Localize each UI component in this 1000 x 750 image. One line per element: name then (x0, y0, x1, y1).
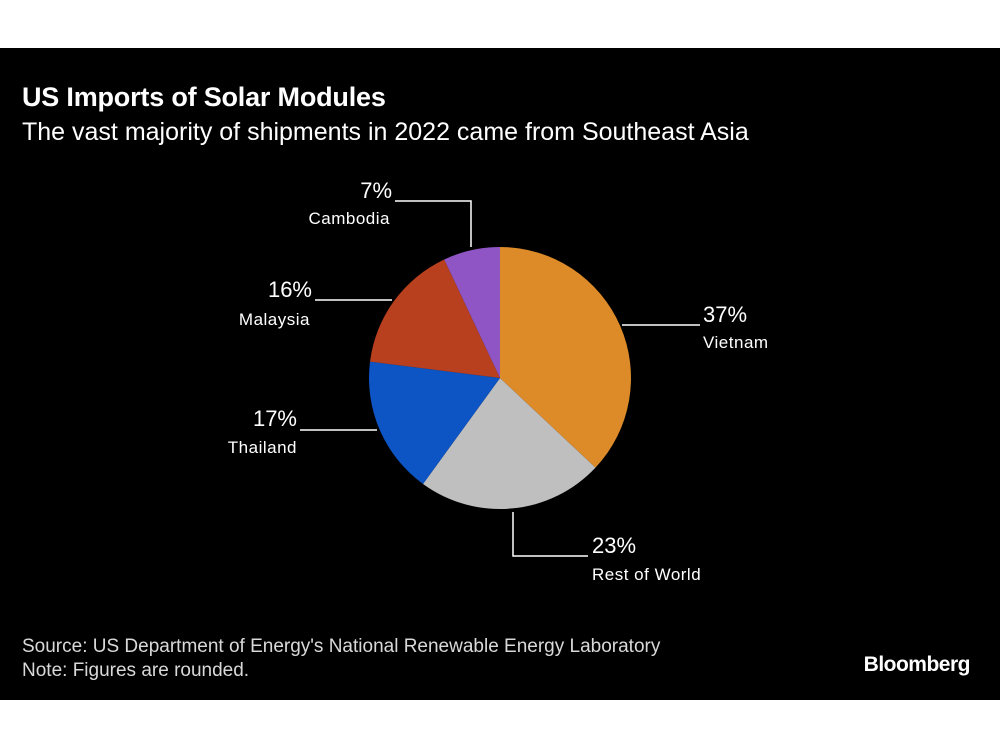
source-text: Source: US Department of Energy's Nation… (22, 636, 661, 657)
chart-subtitle: The vast majority of shipments in 2022 c… (22, 118, 749, 146)
slice-category-label: Thailand (228, 438, 297, 457)
slice-category-label: Malaysia (239, 310, 310, 329)
slice-value-label: 37% (703, 302, 747, 327)
slice-category-label: Vietnam (703, 333, 769, 352)
note-text: Note: Figures are rounded. (22, 660, 250, 681)
pie-slice-cambodia (444, 247, 500, 378)
slice-value-label: 17% (253, 406, 297, 431)
slice-value-label: 23% (592, 533, 636, 558)
slice-category-label: Cambodia (309, 209, 391, 228)
chart-card: US Imports of Solar Modules The vast maj… (0, 48, 1000, 700)
pie-slice-thailand (369, 361, 500, 484)
pie-slice-vietnam (500, 247, 631, 468)
slice-category-label: Rest of World (592, 565, 701, 584)
slice-value-label: 16% (268, 277, 312, 302)
slice-labels: 37% Vietnam 23% Rest of World 17% Thailand 16%… (228, 178, 769, 584)
pie-slice-rest-of-world (423, 378, 596, 509)
leader-line (512, 512, 588, 557)
leader-line (395, 200, 472, 247)
pie-chart: 37% Vietnam 23% Rest of World 17% Thailand 16%… (228, 178, 769, 584)
source-note: Source: US Department of Energy's Nation… (22, 635, 660, 683)
chart-title: US Imports of Solar Modules (22, 82, 386, 112)
pie-slice-malaysia (370, 259, 500, 378)
bloomberg-logo: Bloomberg (863, 653, 971, 676)
pie-slices (369, 247, 631, 509)
slice-value-label: 7% (360, 178, 392, 203)
